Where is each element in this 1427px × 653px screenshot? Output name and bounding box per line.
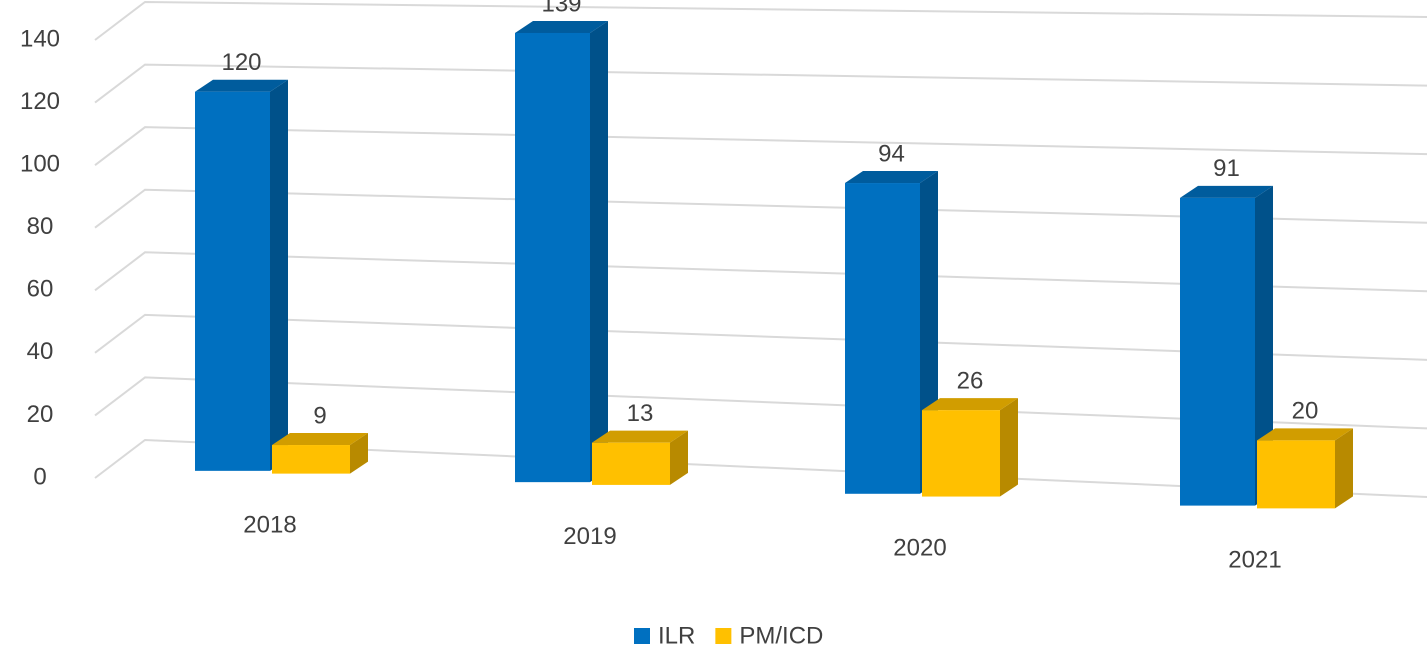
y-tick-label: 140: [20, 25, 60, 52]
legend-label: PM/ICD: [739, 622, 823, 649]
bar-front: [845, 183, 920, 494]
data-label: 91: [1213, 155, 1240, 182]
data-label: 9: [313, 402, 326, 429]
bar: [272, 433, 368, 474]
bar-top: [1257, 428, 1353, 441]
data-label: 139: [541, 0, 581, 17]
legend-swatch: [634, 628, 650, 644]
y-tick-label: 100: [20, 150, 60, 177]
legend-label: ILR: [658, 622, 695, 649]
y-tick-label: 0: [33, 463, 46, 490]
bar: [922, 398, 1018, 497]
data-label: 26: [957, 367, 984, 394]
y-tick-label: 20: [27, 401, 54, 428]
y-tick-label: 60: [27, 276, 54, 303]
bar-side: [350, 433, 368, 474]
x-tick-label: 2021: [1228, 546, 1281, 573]
legend-swatch: [715, 628, 732, 644]
bar-side: [1000, 398, 1018, 497]
bar-front: [195, 91, 270, 471]
bar-front: [1257, 440, 1335, 509]
y-tick-label: 40: [27, 338, 54, 365]
x-tick-label: 2019: [563, 523, 616, 550]
bar: [592, 430, 688, 485]
data-label: 120: [221, 49, 261, 76]
bar-front: [592, 442, 670, 485]
y-tick-label: 120: [20, 88, 60, 115]
grid-line: [94, 0, 1427, 41]
bar-side: [1335, 428, 1353, 509]
bar-side: [590, 20, 608, 483]
data-label: 13: [627, 400, 654, 427]
bar-top: [922, 398, 1018, 411]
bar-top: [515, 20, 608, 33]
bar-top: [1180, 185, 1273, 198]
bar-top: [195, 79, 288, 92]
bar-side: [1255, 185, 1273, 506]
x-tick-label: 2018: [243, 512, 296, 539]
bar-side: [270, 79, 288, 471]
data-label: 20: [1292, 398, 1319, 425]
data-label: 94: [878, 140, 905, 167]
grid-line: [94, 63, 1427, 104]
bar-front: [272, 445, 350, 474]
bar-side: [670, 430, 688, 485]
bar-front: [922, 410, 1000, 497]
grid-line: [94, 126, 1427, 166]
bar: [515, 20, 608, 483]
bar: [1180, 185, 1273, 506]
bar-top: [845, 171, 938, 184]
bar-front: [1180, 197, 1255, 506]
grid-line: [94, 313, 1427, 361]
bar-front: [515, 32, 590, 483]
grid-line: [94, 251, 1427, 293]
bar: [1257, 428, 1353, 509]
bar: [195, 79, 288, 471]
bar-top: [272, 433, 368, 446]
grid-line: [94, 188, 1427, 229]
x-tick-label: 2020: [893, 534, 946, 561]
bar-top: [592, 430, 688, 443]
y-tick-label: 80: [27, 213, 54, 240]
